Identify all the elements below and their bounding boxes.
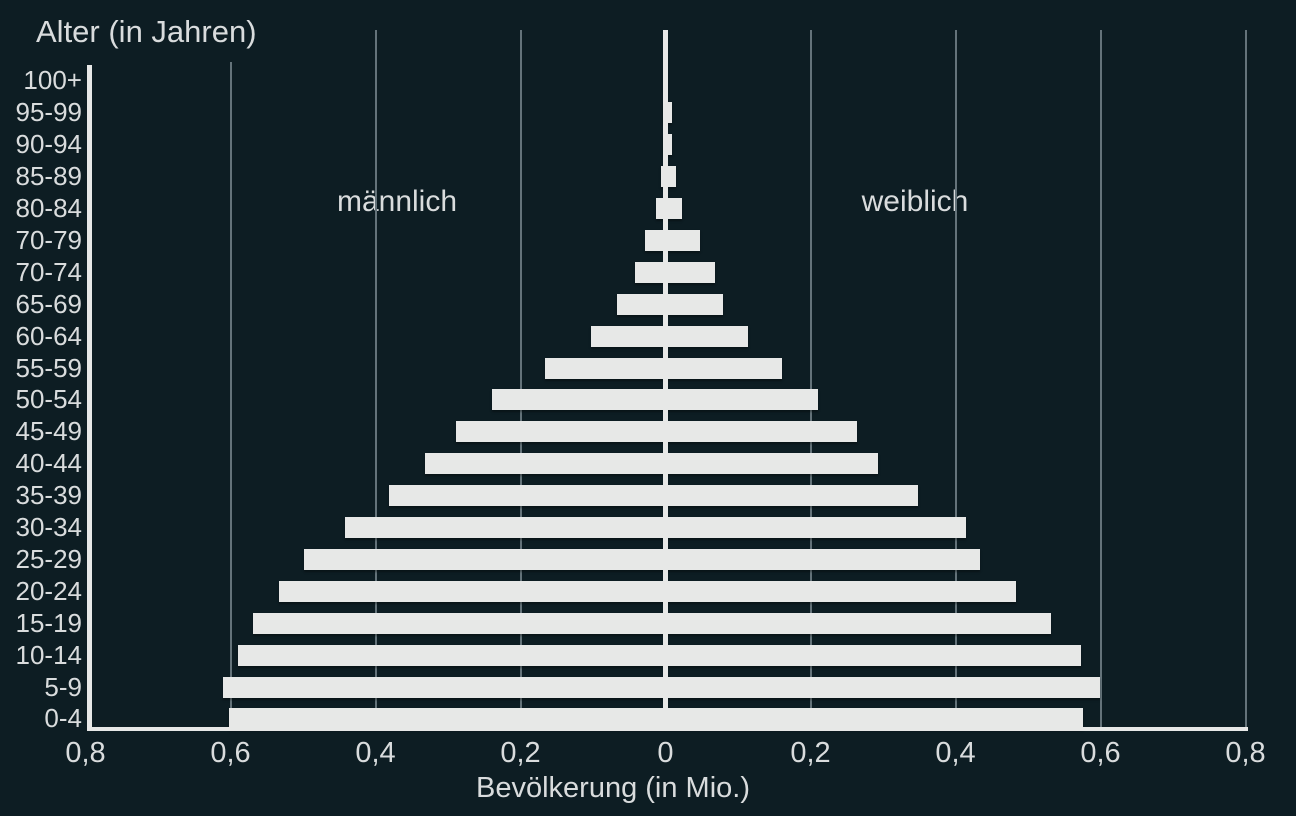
age-label-50-54: 50-54 xyxy=(15,384,83,415)
bar-male-20-24 xyxy=(279,580,666,602)
age-label-95-99: 95-99 xyxy=(15,97,83,128)
age-label-60-64: 60-64 xyxy=(15,320,83,351)
bar-male-15-19 xyxy=(252,612,666,634)
age-label-80-84: 80-84 xyxy=(15,193,83,224)
age-label-35-39: 35-39 xyxy=(15,480,83,511)
bar-female-50-54 xyxy=(665,389,818,411)
vertical-gridline xyxy=(954,30,957,729)
vertical-gridline xyxy=(519,30,522,729)
bar-male-45-49 xyxy=(455,421,666,443)
age-label-10-14: 10-14 xyxy=(15,639,83,670)
age-label-90-94: 90-94 xyxy=(15,129,83,160)
x-tick-label-0,2: 0,2 xyxy=(790,737,831,769)
age-label-100+: 100+ xyxy=(23,65,82,96)
age-label-20-24: 20-24 xyxy=(15,575,83,606)
vertical-gridline xyxy=(229,62,232,729)
bar-female-60-64 xyxy=(665,325,749,347)
female-series-label: weiblich xyxy=(861,185,969,218)
vertical-gridline xyxy=(809,30,812,729)
bar-female-95-99 xyxy=(665,102,673,124)
age-label-25-29: 25-29 xyxy=(15,543,83,574)
x-axis-title: Bevölkerung (in Mio.) xyxy=(476,772,750,804)
bar-male-60-64 xyxy=(590,325,666,347)
bar-male-70-74 xyxy=(635,261,666,283)
bar-male-35-39 xyxy=(389,485,666,507)
age-label-55-59: 55-59 xyxy=(15,352,83,383)
x-tick-label-0,8: 0,8 xyxy=(65,737,106,769)
bar-male-0-4 xyxy=(229,708,666,730)
x-tick-label-0,6: 0,6 xyxy=(1080,737,1121,769)
bar-female-85-89 xyxy=(665,166,676,188)
bar-male-5-9 xyxy=(223,676,666,698)
bar-female-55-59 xyxy=(665,357,783,379)
bar-female-80-84 xyxy=(665,198,683,220)
age-label-70-79: 70-79 xyxy=(15,224,83,255)
x-tick-label-0,6: 0,6 xyxy=(210,737,251,769)
age-label-30-34: 30-34 xyxy=(15,512,83,543)
x-axis-line xyxy=(87,727,1248,731)
bar-female-0-4 xyxy=(665,708,1084,730)
vertical-gridline xyxy=(1099,30,1102,729)
age-label-85-89: 85-89 xyxy=(15,161,83,192)
bar-female-70-74 xyxy=(665,261,715,283)
bar-male-25-29 xyxy=(303,548,666,570)
bar-male-40-44 xyxy=(424,453,666,475)
vertical-gridline xyxy=(374,30,377,729)
bar-female-10-14 xyxy=(665,644,1081,666)
vertical-gridline xyxy=(1244,30,1247,729)
age-label-5-9: 5-9 xyxy=(44,671,82,702)
zero-axis-line xyxy=(663,30,668,727)
bar-female-25-29 xyxy=(665,548,981,570)
age-label-0-4: 0-4 xyxy=(44,703,82,734)
bar-male-30-34 xyxy=(345,517,666,539)
age-label-40-44: 40-44 xyxy=(15,448,83,479)
x-tick-label-0,4: 0,4 xyxy=(355,737,396,769)
bar-male-65-69 xyxy=(616,293,666,315)
age-label-70-74: 70-74 xyxy=(15,256,83,287)
age-label-45-49: 45-49 xyxy=(15,416,83,447)
x-tick-label-0,2: 0,2 xyxy=(500,737,541,769)
bar-female-35-39 xyxy=(665,485,918,507)
x-tick-label-0,8: 0,8 xyxy=(1225,737,1266,769)
bar-female-70-79 xyxy=(665,229,701,251)
bar-female-30-34 xyxy=(665,517,966,539)
x-tick-label-0: 0 xyxy=(657,737,674,769)
age-label-65-69: 65-69 xyxy=(15,288,83,319)
bar-male-70-79 xyxy=(645,229,666,251)
male-series-label: männlich xyxy=(336,185,458,218)
y-axis-title: Alter (in Jahren) xyxy=(36,14,257,49)
bar-male-50-54 xyxy=(492,389,666,411)
bar-female-15-19 xyxy=(665,612,1052,634)
y-axis-line xyxy=(87,65,92,729)
bar-male-80-84 xyxy=(656,198,666,220)
bar-female-45-49 xyxy=(665,421,857,443)
age-label-15-19: 15-19 xyxy=(15,607,83,638)
bar-female-90-94 xyxy=(665,134,673,156)
bar-male-55-59 xyxy=(545,357,666,379)
bar-female-20-24 xyxy=(665,580,1016,602)
bar-female-5-9 xyxy=(665,676,1100,698)
bar-female-65-69 xyxy=(665,293,723,315)
bar-female-40-44 xyxy=(665,453,878,475)
x-tick-label-0,4: 0,4 xyxy=(935,737,976,769)
bar-male-10-14 xyxy=(237,644,666,666)
